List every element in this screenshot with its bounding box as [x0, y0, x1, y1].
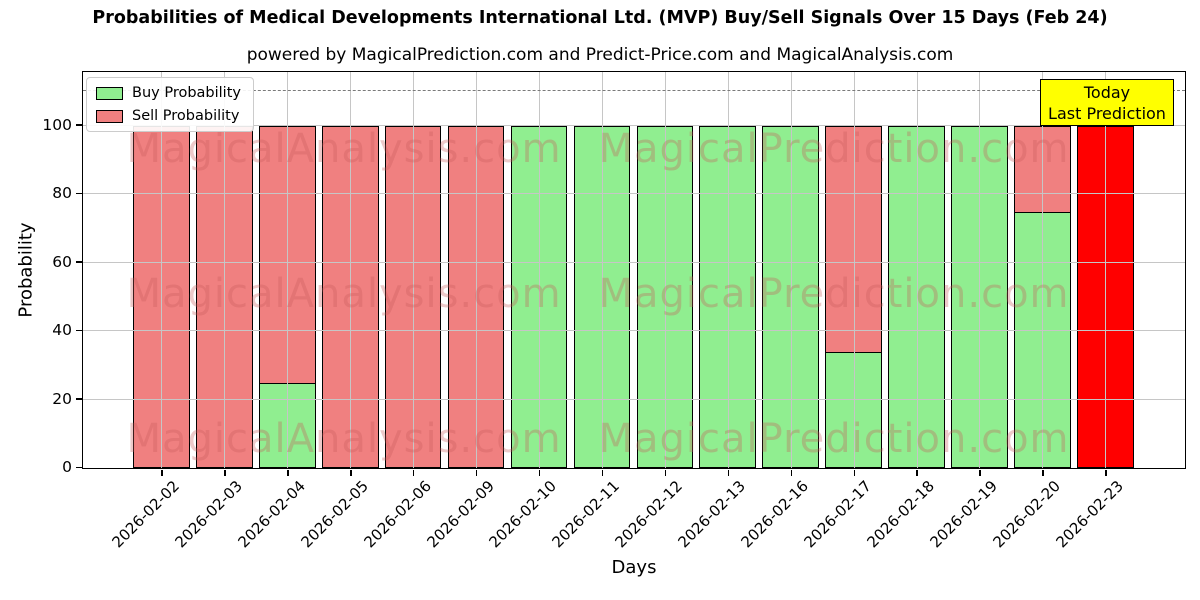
legend-label-sell: Sell Probability [132, 108, 240, 124]
watermark-prediction-row2: MagicalPrediction.com [598, 271, 1070, 317]
y-tick-label-20: 20 [52, 389, 72, 408]
gridline-vertical-2026-02-18 [916, 72, 918, 468]
x-tick-label-text: 2026-02-17 [800, 477, 875, 552]
y-tick-mark-20 [75, 398, 82, 400]
x-tick-label-text: 2026-02-23 [1052, 477, 1127, 552]
y-tick-mark-0 [75, 466, 82, 469]
gridline-vertical-2026-02-20 [1042, 72, 1044, 468]
gridline-vertical-2026-02-13 [727, 72, 729, 468]
gridline-horizontal-80 [83, 193, 1185, 195]
threshold-dashed-line [83, 90, 1185, 92]
x-tick-mark-2026-02-12 [664, 470, 667, 476]
y-tick-label-60: 60 [52, 252, 72, 271]
bar-2026-02-11-buy [573, 125, 631, 468]
legend-item-sell: Sell Probability [96, 108, 241, 124]
x-tick-mark-2026-02-23 [1105, 470, 1107, 476]
gridline-vertical-2026-02-02 [161, 72, 163, 468]
bar-2026-02-05-sell [321, 125, 379, 468]
y-tick-mark-60 [75, 261, 82, 263]
watermark-prediction-row1: MagicalPrediction.com [598, 126, 1070, 172]
watermark-analysis-row2: MagicalAnalysis.com [126, 271, 562, 317]
bar-2026-02-19-buy [951, 125, 1008, 468]
gridline-vertical-2026-02-16 [790, 72, 792, 468]
buy-color-swatch [96, 86, 123, 100]
y-tick-label-40: 40 [52, 321, 72, 340]
x-tick-mark-2026-02-18 [916, 470, 918, 476]
gridline-vertical-2026-02-17 [853, 72, 855, 468]
x-tick-mark-2026-02-06 [413, 470, 415, 476]
bar-2026-02-04-sell [258, 125, 316, 385]
x-tick-mark-2026-02-09 [475, 470, 478, 476]
x-tick-mark-2026-02-05 [350, 470, 352, 476]
watermark-analysis-row1: MagicalAnalysis.com [126, 126, 562, 172]
watermark-analysis-row3: MagicalAnalysis.com [126, 416, 562, 462]
x-tick-label-text: 2026-02-02 [108, 477, 183, 552]
gridline-vertical-2026-02-09 [476, 72, 478, 468]
x-axis-label: Days [611, 557, 657, 578]
x-tick-label-text: 2026-02-16 [737, 477, 813, 552]
x-tick-mark-2026-02-20 [1042, 470, 1044, 476]
x-tick-mark-2026-02-13 [727, 470, 730, 476]
gridline-vertical-2026-02-19 [979, 72, 981, 468]
gridline-vertical-2026-02-11 [601, 72, 603, 468]
x-tick-label-text: 2026-02-04 [234, 477, 309, 552]
y-tick-label-100: 100 [42, 116, 72, 134]
x-tick-label-text: 2026-02-20 [989, 477, 1064, 552]
gridline-vertical-2026-02-10 [539, 72, 540, 468]
x-tick-mark-2026-02-11 [601, 470, 604, 476]
x-tick-label-text: 2026-02-13 [674, 477, 750, 552]
x-tick-label-text: 2026-02-12 [611, 477, 687, 552]
gridline-horizontal-20 [83, 398, 1185, 400]
legend: Buy Probability Sell Probability [86, 77, 254, 132]
y-axis-label: Probability [15, 222, 37, 318]
x-tick-mark-2026-02-10 [538, 470, 541, 476]
y-tick-mark-40 [75, 329, 82, 332]
gridline-vertical-2026-02-04 [287, 72, 289, 468]
x-tick-mark-2026-02-16 [790, 470, 792, 476]
sell-color-swatch [96, 109, 123, 123]
today-annotation: Today Last Prediction [1040, 79, 1174, 126]
x-tick-label-text: 2026-02-19 [926, 477, 1001, 552]
gridline-horizontal-100 [83, 124, 1185, 126]
bar-2026-02-12-buy [636, 125, 694, 468]
x-tick-label-text: 2026-02-03 [171, 477, 246, 552]
gridline-vertical-2026-02-06 [413, 72, 415, 468]
x-tick-label-text: 2026-02-11 [548, 477, 624, 552]
y-tick-label-0: 0 [62, 458, 72, 477]
x-tick-mark-2026-02-17 [853, 470, 855, 476]
plot-area: MagicalAnalysis.com MagicalAnalysis.com … [82, 71, 1186, 469]
chart-subtitle: powered by MagicalPrediction.com and Pre… [246, 45, 954, 65]
legend-label-buy: Buy Probability [132, 85, 241, 101]
annotation-line1: Today [1083, 83, 1131, 102]
y-tick-mark-100 [75, 124, 82, 126]
watermark-prediction-row3: MagicalPrediction.com [598, 416, 1070, 462]
x-tick-mark-2026-02-19 [979, 470, 981, 476]
y-tick-mark-80 [75, 192, 82, 195]
x-tick-mark-2026-02-04 [287, 470, 289, 476]
bar-2026-02-18-buy [888, 125, 945, 468]
y-tick-label-80: 80 [52, 184, 72, 203]
x-tick-mark-2026-02-02 [161, 470, 163, 476]
gridline-vertical-2026-02-12 [664, 72, 666, 468]
chart-title: Probabilities of Medical Developments In… [92, 8, 1108, 28]
gridline-horizontal-40 [83, 330, 1185, 332]
gridline-vertical-2026-02-03 [224, 72, 226, 468]
gridline-vertical-2026-02-23 [1105, 72, 1107, 468]
x-tick-label-text: 2026-02-18 [863, 477, 938, 552]
x-tick-mark-2026-02-03 [224, 470, 226, 476]
gridline-horizontal-60 [83, 261, 1185, 263]
gridline-vertical-2026-02-05 [350, 72, 352, 468]
legend-item-buy: Buy Probability [96, 85, 241, 101]
annotation-line2: Last Prediction [1048, 104, 1166, 123]
